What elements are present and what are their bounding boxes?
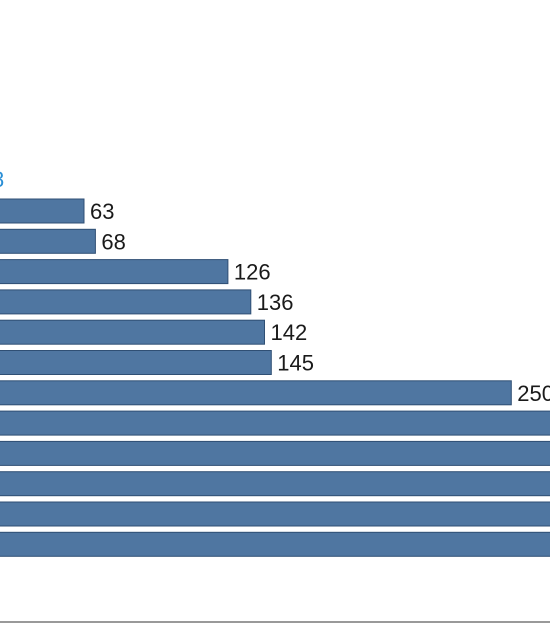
bar-value-label: 63 <box>90 199 114 224</box>
bar-value-label: 126 <box>234 260 271 285</box>
bar <box>0 228 96 254</box>
bar <box>0 319 265 345</box>
top-label-layer: 8 <box>0 167 4 192</box>
value-labels-layer: 63 68 126 136 142 145 250 <box>90 199 550 406</box>
bar <box>0 259 229 285</box>
bar-value-label: 68 <box>101 229 125 254</box>
bar <box>0 198 85 224</box>
bar <box>0 501 550 527</box>
bars-layer <box>0 198 550 557</box>
bar-value-label: 145 <box>277 351 314 376</box>
bar <box>0 380 512 406</box>
bar-value-label: 142 <box>271 320 308 345</box>
bar-value-label: 136 <box>257 290 294 315</box>
bar <box>0 410 550 436</box>
bar-value-label: 250 <box>517 381 550 406</box>
bar <box>0 471 550 497</box>
top-partial-value-label: 8 <box>0 167 4 192</box>
bar <box>0 531 550 557</box>
bar <box>0 350 272 375</box>
bar <box>0 289 252 315</box>
bar <box>0 440 550 466</box>
